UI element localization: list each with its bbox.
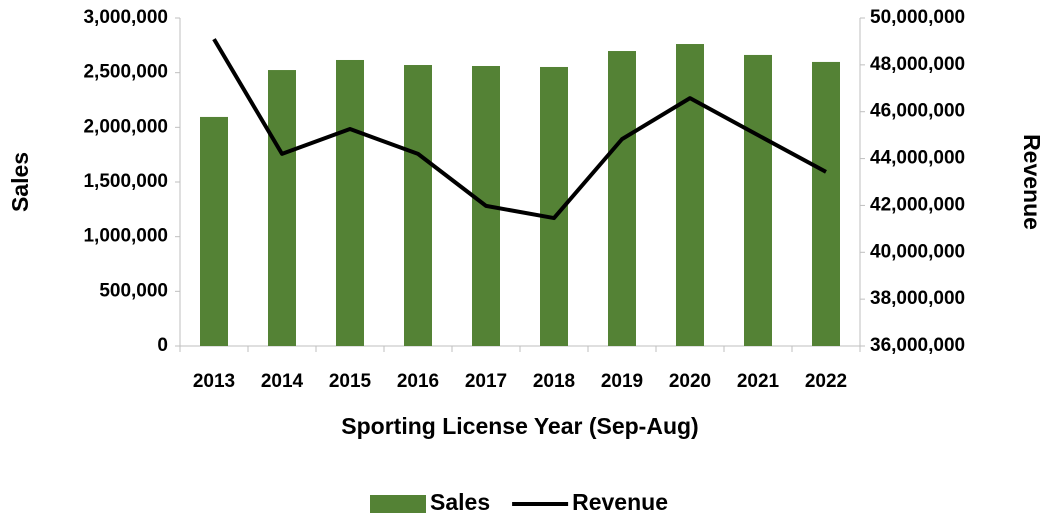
y-tick-label: 0 <box>157 335 168 356</box>
y-tick-label: 2,500,000 <box>83 62 168 83</box>
x-tick-label: 2020 <box>669 371 711 392</box>
y-tick-label: 2,000,000 <box>83 116 168 137</box>
bar <box>608 51 636 346</box>
y2-tick-label: 44,000,000 <box>870 148 965 169</box>
y2-tick-label: 50,000,000 <box>870 7 965 28</box>
legend-swatch <box>370 495 426 513</box>
legend-label: Revenue <box>572 489 668 515</box>
y2-tick-label: 40,000,000 <box>870 241 965 262</box>
legend-label: Sales <box>430 489 490 515</box>
x-tick-label: 2017 <box>465 371 507 392</box>
bar <box>268 70 296 346</box>
y-tick-label: 1,500,000 <box>83 171 168 192</box>
bar <box>404 65 432 346</box>
line <box>212 38 827 221</box>
y2-tick-label: 42,000,000 <box>870 194 965 215</box>
y-tick-label: 3,000,000 <box>83 7 168 28</box>
x-tick-label: 2016 <box>397 371 439 392</box>
y2-tick-label: 38,000,000 <box>870 288 965 309</box>
x-axis-title: Sporting License Year (Sep-Aug) <box>341 413 698 439</box>
bar <box>744 54 772 347</box>
y2-tick-label: 36,000,000 <box>870 335 965 356</box>
bar <box>336 59 364 346</box>
x-tick-label: 2021 <box>737 371 780 392</box>
y-tick-label: 500,000 <box>99 280 168 301</box>
x-tick-label: 2018 <box>533 371 575 392</box>
x-tick-label: 2014 <box>261 371 304 392</box>
x-tick-label: 2015 <box>329 371 372 392</box>
bar <box>200 116 228 347</box>
y2-axis-title: Revenue <box>1019 134 1045 230</box>
y-axis-title: Sales <box>7 152 33 212</box>
y-tick-label: 1,000,000 <box>83 226 168 247</box>
bar <box>812 61 840 347</box>
x-tick-label: 2019 <box>601 371 643 392</box>
bar <box>676 44 704 346</box>
x-tick-label: 2013 <box>193 371 235 392</box>
x-tick-label: 2022 <box>805 371 847 392</box>
y2-tick-label: 48,000,000 <box>870 54 965 75</box>
y2-tick-label: 46,000,000 <box>870 101 965 122</box>
